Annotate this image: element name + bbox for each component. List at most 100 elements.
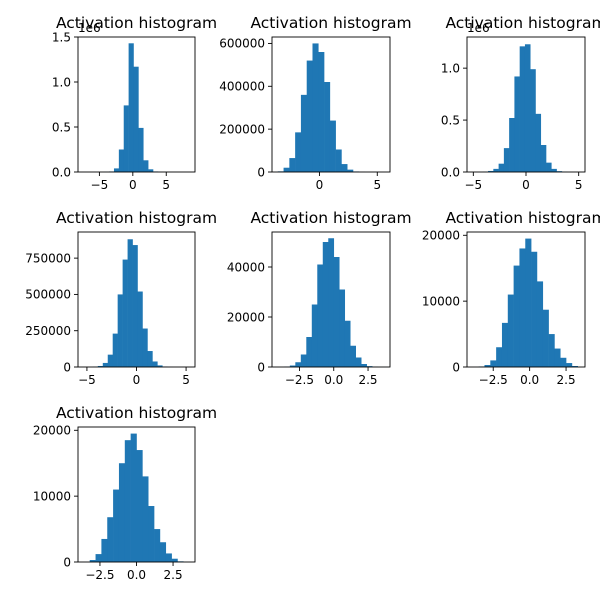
histogram-bar [113, 489, 120, 562]
histogram-bar [136, 450, 143, 562]
x-tick-label: 0 [316, 178, 324, 192]
histogram-bar [157, 365, 163, 367]
x-tick-label: −5 [78, 373, 96, 387]
histogram-bar [339, 289, 346, 367]
y-tick-label: 1.0 [52, 75, 71, 89]
histogram-panel-7: −2.5 0.0 2.5 0 10000 20000 Activation histogra… [33, 404, 217, 582]
histogram-bar [295, 362, 302, 367]
histogram-bar [142, 476, 149, 562]
histogram-bar [124, 440, 131, 562]
histogram-bar [118, 463, 126, 562]
histogram-bar [130, 433, 137, 562]
x-tick-label: 0 [129, 178, 137, 192]
histogram-bar [490, 360, 497, 367]
y-offset-text: 1e6 [467, 21, 490, 35]
histogram-bar [317, 264, 324, 367]
x-tick-label: −2.5 [85, 568, 114, 582]
histogram-bar [107, 517, 114, 562]
histogram-bar [295, 132, 302, 172]
x-tick-label: 0.0 [520, 373, 539, 387]
histogram-bar [138, 127, 144, 172]
histogram-bar [112, 333, 118, 367]
x-tick-label: 5 [575, 178, 583, 192]
histogram-bar [147, 351, 153, 367]
histogram-bar [148, 506, 155, 562]
histogram-bar [361, 364, 367, 367]
y-tick-label: 200000 [219, 122, 265, 136]
histogram-bar [152, 361, 158, 367]
histogram-panel-4: −5 0 5 0 250000 500000 750000 Activation histog… [25, 209, 217, 387]
histogram-bar [560, 357, 567, 367]
histogram-bar [311, 304, 318, 367]
histogram-bar [542, 309, 549, 367]
histogram-bar [566, 363, 573, 367]
histogram-bar [95, 554, 102, 562]
y-tick-label: 250000 [25, 324, 71, 338]
histogram-bar [548, 334, 555, 367]
histogram-bar [318, 52, 325, 172]
axes-frame [77, 36, 196, 173]
y-tick-label: 20000 [422, 229, 460, 243]
histogram-bar [531, 251, 538, 367]
y-tick-label: 0 [257, 360, 265, 374]
histogram-bar [312, 43, 319, 173]
histogram-bar [546, 162, 552, 172]
histogram-bar [122, 259, 128, 367]
histogram-panel-5: −2.5 0.0 2.5 0 20000 40000 Activation histogra… [227, 209, 412, 387]
histogram-bar [344, 320, 351, 367]
y-tick-label: 10000 [33, 489, 71, 503]
y-tick-label: 750000 [25, 251, 71, 265]
histogram-bar [347, 169, 354, 172]
y-tick-label: 0.5 [441, 113, 460, 127]
histogram-bar [335, 149, 342, 172]
histogram-bar [484, 365, 491, 367]
x-tick-label: −2.5 [479, 373, 508, 387]
histogram-bar [514, 76, 520, 172]
histogram-bar [322, 242, 329, 367]
histogram-bar [159, 542, 167, 562]
x-tick-label: 0 [133, 373, 141, 387]
histogram-bar [118, 149, 125, 172]
histogram-bar [503, 148, 510, 172]
histogram-bar [137, 291, 143, 367]
histogram-bar [535, 113, 542, 172]
histogram-bar [530, 69, 536, 172]
histogram-bar [97, 365, 104, 367]
y-tick-label: 20000 [33, 424, 71, 438]
histogram-bar [524, 44, 531, 172]
histogram-bar [132, 245, 138, 367]
y-tick-label: 600000 [219, 37, 265, 51]
histogram-bar [148, 169, 154, 172]
y-offset-text: 1e6 [78, 21, 101, 35]
panel-title: Activation histogram [56, 14, 217, 32]
histogram-bar [496, 347, 503, 367]
x-tick-label: 5 [162, 178, 170, 192]
panel-title: Activation histogram [250, 14, 411, 32]
x-tick-label: 5 [373, 178, 381, 192]
histogram-bar [328, 238, 335, 367]
histogram-bar [127, 239, 133, 367]
histogram-bar [300, 94, 307, 172]
x-tick-label: 0.0 [127, 568, 146, 582]
y-tick-label: 1.0 [441, 61, 460, 75]
panel-title: Activation histogram [56, 209, 217, 227]
histogram-bar [142, 328, 148, 367]
x-tick-label: −5 [91, 178, 109, 192]
histogram-bar [551, 168, 557, 172]
axes-frame [271, 231, 391, 368]
y-tick-label: 0 [63, 555, 71, 569]
y-tick-label: 20000 [227, 310, 265, 324]
histogram-bar [107, 354, 114, 367]
histogram-bar [101, 538, 108, 562]
panel-title: Activation histogram [445, 14, 600, 32]
x-tick-label: −5 [464, 178, 482, 192]
y-tick-label: 0 [452, 360, 460, 374]
y-tick-label: 0.0 [441, 165, 460, 179]
histogram-bar [536, 281, 544, 367]
y-tick-label: 1.5 [52, 30, 71, 44]
histogram-bar [355, 357, 362, 367]
histogram-bar [341, 164, 348, 172]
histogram-bar [519, 46, 526, 172]
y-tick-label: 0.5 [52, 120, 71, 134]
